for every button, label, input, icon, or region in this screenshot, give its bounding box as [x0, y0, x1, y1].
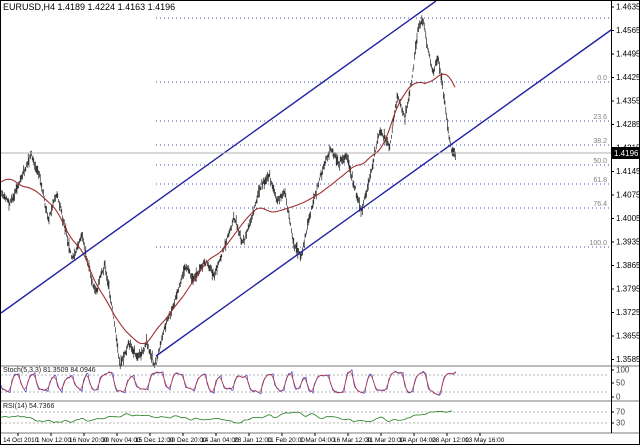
- price-axis-label: 1.4005: [616, 214, 640, 223]
- price-axis[interactable]: 1.46351.45651.44951.44251.43551.42851.42…: [611, 1, 640, 433]
- price-axis-label: 1.3795: [616, 285, 640, 294]
- price-axis-label: 1.4355: [616, 97, 640, 106]
- time-axis-label: 16 Nov 20:00: [69, 437, 108, 444]
- price-axis-label: 1.4285: [616, 120, 640, 129]
- stoch-window: 100 50 0: [1, 366, 630, 402]
- fib-level-label: 23.6: [593, 114, 607, 121]
- time-axis-label: 30 Dec 20:00: [168, 437, 207, 444]
- channel-upper-line[interactable]: [1, 1, 437, 314]
- time-axis-label: 14 Oct 2010: [3, 437, 39, 444]
- price-axis-label: 1.4425: [616, 73, 640, 82]
- indicator-axis-label: 100: [616, 366, 630, 375]
- time-axis-label: 1 Mar 04:00: [300, 437, 335, 444]
- time-axis-label: 16 Mar 12:00: [333, 437, 372, 444]
- fib-retracement[interactable]: 0.0 23.6 38.2 50.0 61.8 76.4 100.0: [156, 17, 609, 248]
- channel-lower-line[interactable]: [155, 29, 612, 357]
- bid-price-box: [611, 147, 639, 159]
- price-axis-label: 1.4565: [616, 26, 640, 35]
- indicator-axis-label: 50: [616, 379, 625, 388]
- candles-series: [1, 15, 456, 370]
- fib-level-label: 100.0: [589, 240, 607, 247]
- price-axis-label: 1.3585: [616, 355, 640, 364]
- price-axis-label: 1.3935: [616, 238, 640, 247]
- indicator-axis-label: 70: [616, 408, 625, 417]
- time-axis-label: 28 Apr 12:00: [432, 437, 469, 444]
- time-axis-label: 13 May 16:00: [465, 437, 505, 444]
- fib-level-label: 38.2: [593, 138, 607, 145]
- price-axis-label: 1.4495: [616, 50, 640, 59]
- time-axis-label: 30 Nov 04:00: [102, 437, 141, 444]
- rsi-line: [1, 410, 452, 424]
- indicator-axis-label: 30: [616, 419, 625, 428]
- chart-title: EURUSD,H4 1.4189 1.4224 1.4163 1.4196: [3, 2, 176, 12]
- time-axis-label: 31 Mar 20:00: [366, 437, 405, 444]
- price-axis-label: 1.3655: [616, 332, 640, 341]
- price-axis-label: 1.3865: [616, 261, 640, 270]
- rsi-indicator-label: RSI(14) 54.7366: [3, 403, 55, 410]
- fib-level-label: 76.4: [593, 201, 607, 208]
- moving-average-line[interactable]: [1, 73, 456, 345]
- time-axis-label: 14 Apr 04:00: [399, 437, 436, 444]
- fib-level-label: 61.8: [593, 177, 607, 184]
- stoch-indicator-label: Stoch(5,3,3) 81.3509 84.0946: [3, 367, 96, 374]
- time-axis-label: 15 Dec 12:00: [135, 437, 174, 444]
- price-axis-label: 1.4075: [616, 191, 640, 200]
- stoch-signal-line: [1, 370, 457, 395]
- time-axis-label: 11 Feb 20:00: [267, 437, 305, 444]
- price-axis-label: 1.4145: [616, 167, 640, 176]
- time-axis-label: 28 Jan 12:00: [234, 437, 272, 444]
- time-axis-label: 14 Jan 04:00: [201, 437, 239, 444]
- indicator-axis-label: 0: [616, 393, 621, 402]
- price-axis-label: 1.3725: [616, 308, 640, 317]
- bid-price-value: 1.4196: [614, 149, 639, 158]
- price-axis-label: 1.4635: [616, 3, 640, 12]
- fib-level-label: 50.0: [593, 158, 607, 165]
- time-axis-label: 1 Nov 12:00: [36, 437, 71, 444]
- fib-level-label: 0.0: [597, 75, 607, 82]
